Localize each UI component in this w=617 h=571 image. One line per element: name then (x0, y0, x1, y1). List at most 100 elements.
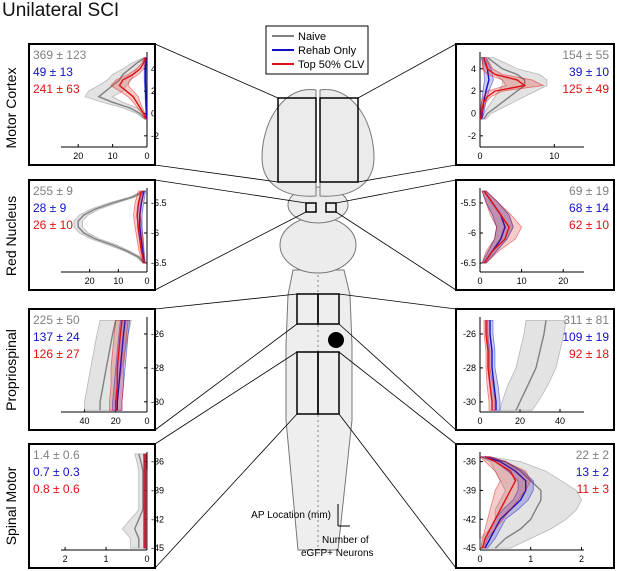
x-tick-label: 10 (549, 151, 559, 161)
series-line-top-50-clv (485, 320, 493, 411)
figure-title: Unilateral SCI (2, 0, 120, 21)
y-tick-label: 2 (151, 86, 156, 96)
x-tick-label: 0 (144, 276, 149, 286)
y-tick-label: -42 (463, 514, 476, 524)
count-label-naive: 22 ± 2 (576, 448, 610, 462)
y-tick-label: -6.5 (460, 258, 476, 268)
motor-cortex-right-region (319, 97, 359, 183)
count-label-top-50-clv: 92 ± 18 (569, 347, 609, 361)
x-tick-label: 0 (144, 554, 149, 564)
x-tick-label: 10 (108, 151, 118, 161)
connector-lines (154, 43, 457, 569)
row-label-spinal-motor: Spinal Motor (3, 466, 19, 545)
panel-frame (28, 308, 156, 431)
series-line-top-50-clv (118, 57, 147, 120)
series-line-rehab-only (116, 320, 126, 411)
series-line-naive (77, 190, 145, 264)
legend-label-rehab: Rehab Only (298, 45, 357, 57)
row-labels: Motor Cortex Red Nucleus Propriospinal S… (3, 68, 19, 546)
x-tick-label: 0 (477, 151, 482, 161)
x-tick-label: 1 (104, 554, 109, 564)
y-tick-label: -28 (151, 363, 164, 373)
panel-propriospinal-left: 40 20 0 -26 -28 -30 225 ± 50 137 ± 24 126 ± 27 (28, 308, 164, 431)
spinal-motor-right-region (317, 351, 340, 415)
count-label-rehab-only: 137 ± 24 (33, 330, 80, 344)
legend: Naive Rehab Only Top 50% CLV (265, 25, 369, 75)
count-label-naive: 255 ± 9 (33, 184, 73, 198)
count-label-top-50-clv: 241 ± 63 (33, 82, 80, 96)
cerebellum (279, 216, 357, 274)
panel-red-nucleus-left: 20 10 0 -5.5 -6 -6.5 255 ± 9 28 ± 9 26 ± 10 (28, 179, 167, 291)
y-tick-label: 4 (471, 64, 476, 74)
motor-cortex-left-region (277, 97, 317, 183)
x-tick-label: 2 (63, 554, 68, 564)
x-tick-label: 20 (111, 416, 121, 426)
count-label-top-50-clv: 11 ± 3 (577, 482, 610, 496)
count-label-rehab-only: 0.7 ± 0.3 (33, 465, 80, 479)
y-tick-label: -2 (468, 131, 476, 141)
row-label-propriospinal: Propriospinal (3, 329, 19, 411)
x-tick-label: 0 (477, 554, 482, 564)
scale-bar: AP Location (mm) Number of eGFP+ Neurons (251, 504, 374, 559)
x-tick-label: 10 (517, 276, 527, 286)
red-nucleus-right-region (325, 202, 337, 213)
scale-bar-y-label: AP Location (mm) (251, 510, 331, 521)
y-tick-label: 4 (151, 64, 156, 74)
series-band-top-50-clv (133, 190, 147, 264)
count-label-rehab-only: 109 ± 19 (562, 330, 609, 344)
y-tick-label: -39 (151, 485, 164, 495)
legend-label-clv: Top 50% CLV (298, 59, 365, 71)
y-tick-label: -2 (151, 131, 159, 141)
y-tick-label: -30 (151, 397, 164, 407)
series-line-top-50-clv (114, 320, 123, 411)
x-tick-label: 0 (477, 276, 482, 286)
count-label-naive: 69 ± 19 (569, 184, 609, 198)
y-tick-label: -6 (151, 228, 159, 238)
panel-propriospinal-right: 0 20 40 -26 -28 -30 311 ± 81 109 ± 19 92 ± 18 (455, 308, 615, 431)
y-tick-label: -42 (151, 514, 164, 524)
series-band-top-50-clv (481, 190, 523, 264)
count-label-top-50-clv: 125 ± 49 (562, 82, 609, 96)
lesion-site (328, 332, 344, 348)
y-tick-label: 2 (471, 86, 476, 96)
count-label-rehab-only: 13 ± 2 (576, 465, 610, 479)
count-label-top-50-clv: 26 ± 10 (33, 218, 73, 232)
left-hemisphere (261, 89, 317, 197)
series-line-naive (484, 456, 542, 549)
y-tick-label: 0 (151, 108, 156, 118)
series-line-rehab-only (489, 320, 497, 411)
y-tick-label: -45 (463, 543, 476, 553)
red-nucleus-left-region (305, 202, 317, 213)
x-tick-label: 2 (579, 554, 584, 564)
count-label-naive: 225 ± 50 (33, 313, 80, 327)
x-tick-label: 20 (515, 416, 525, 426)
count-label-naive: 154 ± 55 (562, 48, 609, 62)
x-tick-label: 0 (144, 416, 149, 426)
x-tick-label: 40 (79, 416, 89, 426)
series-line-top-50-clv (136, 190, 145, 264)
series-band-naive (121, 453, 148, 549)
series-line-top-50-clv (483, 190, 510, 264)
series-line-naive (97, 57, 146, 120)
y-tick-label: -39 (463, 485, 476, 495)
panel-red-nucleus-right: 0 10 20 -5.5 -6 -6.5 69 ± 19 68 ± 14 62 ± 10 (455, 179, 615, 291)
y-tick-label: -30 (463, 397, 476, 407)
count-label-rehab-only: 28 ± 9 (33, 201, 67, 215)
series-line-top-50-clv (480, 57, 527, 120)
y-tick-label: -28 (463, 363, 476, 373)
y-tick-label: -5.5 (460, 198, 476, 208)
right-hemisphere (319, 89, 375, 197)
panel-spinal-motor-right: 0 1 2 -36 -39 -42 -45 22 ± 2 13 ± 2 11 ± 3 (455, 443, 615, 569)
x-tick-label: 40 (555, 416, 565, 426)
y-tick-label: -26 (463, 329, 476, 339)
x-tick-label: 20 (73, 151, 83, 161)
count-label-naive: 369 ± 123 (33, 48, 87, 62)
row-label-red-nucleus: Red Nucleus (3, 196, 19, 276)
series-line-naive (133, 453, 144, 549)
scale-bar-x-label-1: Number of (322, 535, 369, 546)
series-line-rehab-only (484, 456, 527, 549)
count-label-rehab-only: 68 ± 14 (569, 201, 609, 215)
